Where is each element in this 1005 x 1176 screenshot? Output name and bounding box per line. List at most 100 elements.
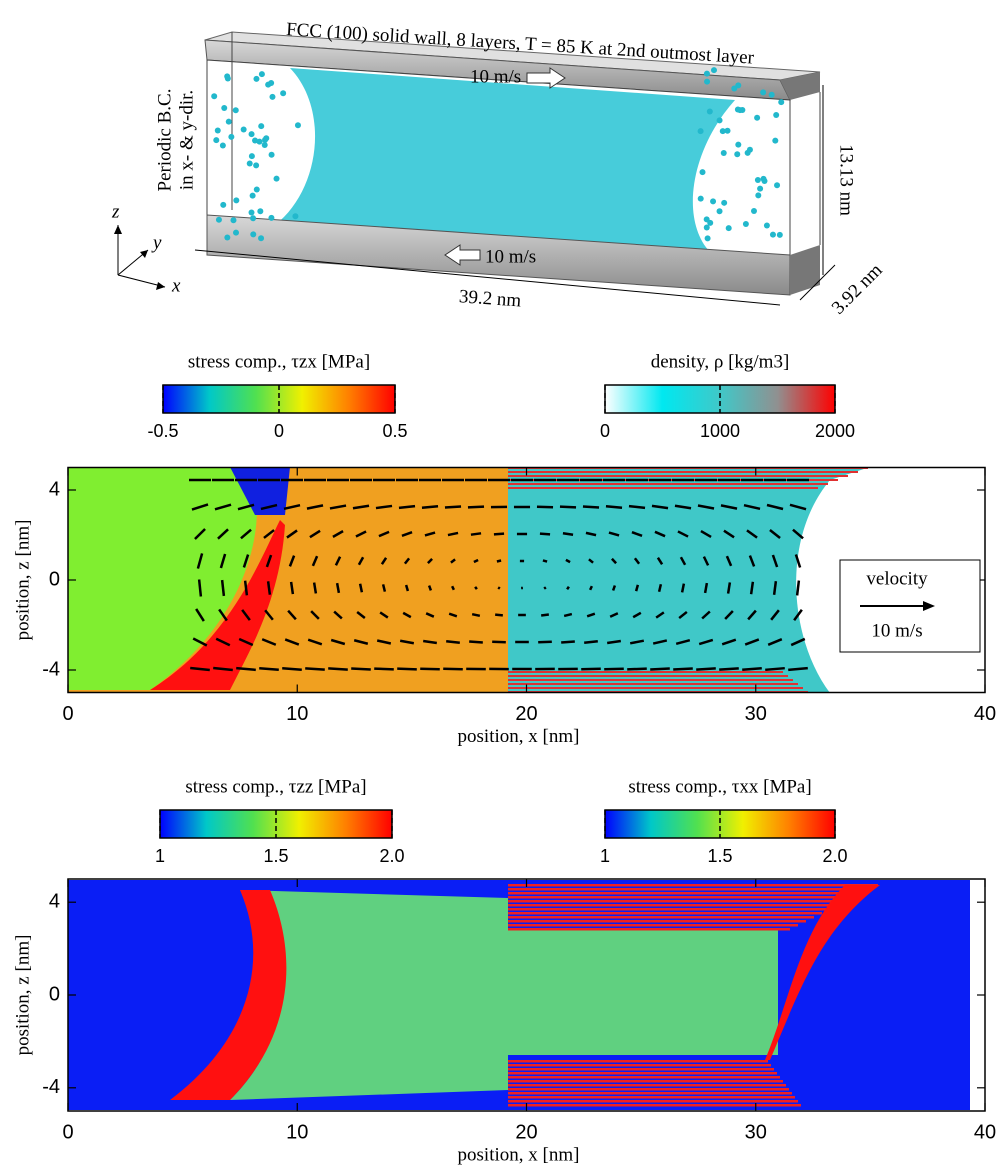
atom <box>760 89 767 96</box>
atom <box>215 216 222 223</box>
atom <box>697 128 704 135</box>
velocity-arrow <box>562 532 574 536</box>
velocity-arrow <box>678 610 688 620</box>
velocity-arrow <box>355 530 367 538</box>
velocity-arrow <box>632 611 642 619</box>
stripe <box>508 1088 789 1091</box>
velocity-arrow <box>447 531 459 537</box>
velocity-arrow <box>539 532 551 536</box>
stripe <box>508 1096 795 1099</box>
atom <box>755 192 762 199</box>
velocity-arrow <box>720 504 738 510</box>
velocity-arrow <box>217 528 229 540</box>
velocity-arrow <box>795 580 801 596</box>
velocity-arrow <box>742 667 762 671</box>
atom <box>750 208 757 215</box>
velocity-arrow <box>702 556 710 566</box>
x-tick-label: 40 <box>974 1121 996 1143</box>
velocity-arrow <box>427 585 433 591</box>
velocity-arrow <box>357 556 365 566</box>
atom <box>225 118 232 125</box>
velocity-arrow <box>605 505 623 509</box>
stripe <box>508 1092 792 1095</box>
velocity-arrow <box>749 581 755 595</box>
stripe <box>508 483 828 485</box>
velocity-arrow <box>563 612 573 618</box>
y-tick-label: -4 <box>42 658 60 680</box>
velocity-arrow <box>266 581 272 595</box>
velocity-arrow <box>352 504 370 510</box>
y-axis-label: position, z [nm] <box>12 520 33 641</box>
velocity-arrow <box>237 503 255 511</box>
velocity-arrow <box>288 555 296 567</box>
atom <box>240 126 247 133</box>
atom <box>258 235 265 242</box>
atom <box>754 176 761 183</box>
atom <box>760 175 767 182</box>
velocity-arrow <box>450 558 456 564</box>
schematic <box>114 31 836 306</box>
velocity-arrow <box>495 613 503 617</box>
velocity-arrow <box>721 638 737 646</box>
atom <box>735 82 742 89</box>
atom <box>258 123 265 130</box>
legend-title: velocity <box>866 568 928 589</box>
velocity-arrow <box>353 639 369 645</box>
velocity-arrow <box>609 612 619 618</box>
velocity-arrow <box>283 503 301 511</box>
velocity-arrow <box>588 558 594 564</box>
velocity-arrow <box>743 503 761 511</box>
velocity-arrow <box>214 503 232 511</box>
stripe <box>508 1104 801 1107</box>
velocity-arrow <box>236 666 256 672</box>
atom <box>257 208 264 215</box>
velocity-arrow <box>403 557 411 565</box>
velocity-arrow <box>677 530 689 538</box>
stripe <box>508 471 858 473</box>
atom <box>211 93 218 100</box>
atom <box>249 192 256 199</box>
stripe <box>508 924 798 927</box>
velocity-arrow <box>559 505 577 509</box>
velocity-arrow <box>378 530 390 538</box>
x-tick-label: 0 <box>62 703 73 725</box>
velocity-arrow <box>789 503 807 511</box>
stripe <box>508 679 793 681</box>
atom <box>248 209 255 216</box>
velocity-arrow <box>450 585 456 591</box>
velocity-arrow <box>586 612 596 618</box>
atom <box>703 224 710 231</box>
velocity-arrow <box>788 666 808 672</box>
velocity-arrow <box>655 611 665 619</box>
atom <box>253 162 260 169</box>
velocity-arrow <box>218 608 228 622</box>
velocity-arrow <box>766 503 784 511</box>
atom <box>716 117 723 124</box>
velocity-arrow <box>794 554 802 568</box>
velocity-arrow <box>381 584 387 592</box>
velocity-arrow <box>792 528 804 540</box>
velocity-arrow <box>656 557 664 565</box>
colorbar-label: stress comp., τzx [MPa] <box>188 351 370 372</box>
atom <box>273 175 280 182</box>
atom <box>250 215 257 222</box>
atom <box>246 160 253 167</box>
atom <box>221 105 228 112</box>
colorbar-label: density, ρ [kg/m3] <box>651 351 790 372</box>
stripe <box>508 912 822 915</box>
stripe <box>508 892 862 895</box>
atom <box>294 122 301 129</box>
velocity-arrow <box>793 609 803 621</box>
stripe <box>508 1072 777 1075</box>
field-panel-1 <box>68 467 985 693</box>
atom <box>704 78 711 85</box>
atom <box>268 151 275 158</box>
atom <box>734 151 741 158</box>
velocity-arrow <box>633 557 641 565</box>
velocity-arrow <box>628 504 646 510</box>
atom <box>772 137 779 144</box>
atom <box>737 107 744 114</box>
velocity-arrow <box>680 583 686 593</box>
top-velocity: 10 m/s <box>470 66 521 87</box>
